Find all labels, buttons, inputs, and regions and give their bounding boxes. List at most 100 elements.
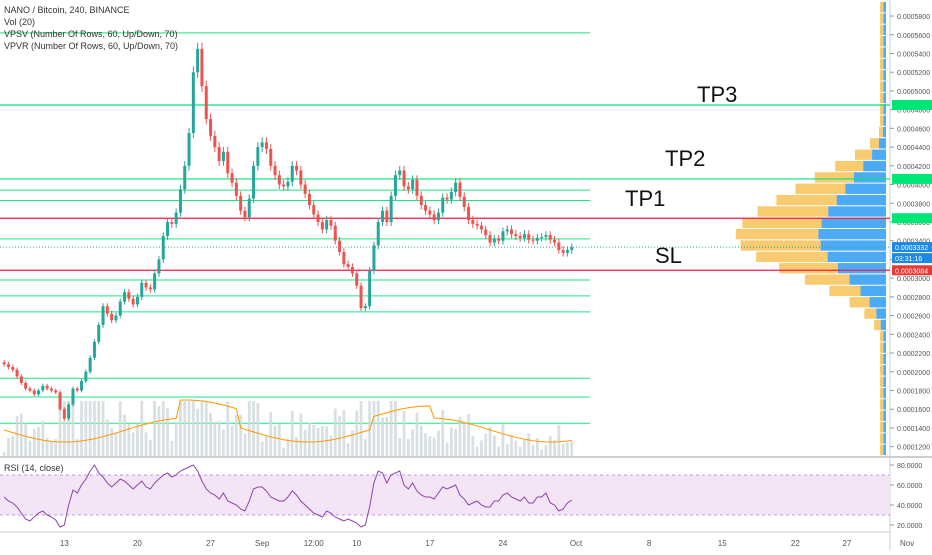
chart-legend: NANO / Bitcoin, 240, BINANCE Vol (20) VP… <box>4 4 178 52</box>
price-axis-label: 0.0004800 <box>897 108 930 115</box>
volume-profile-down-bar <box>804 274 850 285</box>
volume-profile-up-bar <box>836 194 886 206</box>
volume-profile-up-bar <box>883 58 886 70</box>
price-axis-label: 0.0005200 <box>897 70 930 77</box>
candle-body <box>282 184 286 187</box>
candle-body <box>561 250 565 253</box>
volume-bar <box>363 439 367 456</box>
candle-body <box>6 364 10 368</box>
price-axis-label: 0.0002600 <box>897 314 930 321</box>
volume-indicator-label[interactable]: Vol (20) <box>4 17 36 27</box>
price-axis-label: 0.0004000 <box>897 183 930 190</box>
volume-bar <box>338 415 341 456</box>
volume-profile-up-bar <box>883 2 886 13</box>
rsi-axis-label: 60.0000 <box>897 483 922 490</box>
volume-bar <box>131 432 135 456</box>
volume-profile-down-bar <box>880 353 884 365</box>
volume-profile-up-bar <box>883 399 886 410</box>
volume-bar <box>80 401 83 456</box>
volume-bar <box>471 436 475 456</box>
volume-bar <box>376 401 380 456</box>
volume-bar <box>449 427 453 456</box>
rsi-band-background <box>0 475 890 515</box>
volume-profile-up-bar <box>883 387 886 399</box>
candle-body <box>368 270 372 307</box>
volume-profile-up-bar <box>883 47 886 58</box>
tp3-label: TP3 <box>697 82 737 107</box>
volume-bar <box>67 401 71 456</box>
price-axis-label: 0.0005600 <box>897 33 930 40</box>
volume-bar <box>256 403 260 456</box>
volume-bar <box>290 411 294 456</box>
candle-body <box>385 210 389 222</box>
candle-body <box>329 220 333 226</box>
candle-body <box>531 239 535 241</box>
candle-body <box>161 236 165 260</box>
candle-body <box>114 315 118 321</box>
candle-body <box>514 234 518 237</box>
candle-body <box>200 48 204 87</box>
volume-bar <box>424 433 427 456</box>
volume-profile-up-bar <box>869 297 886 308</box>
candle-body <box>286 181 290 187</box>
candle-body <box>428 210 432 215</box>
candle-body <box>570 247 574 251</box>
candle-body <box>123 292 127 302</box>
vpvr-indicator-label[interactable]: VPVR (Number Of Rows, 60, Up/Down, 70) <box>4 41 179 51</box>
price-axis-label: 0.0005400 <box>897 51 930 58</box>
rsi-indicator-label[interactable]: RSI (14, close) <box>4 463 64 473</box>
vpsv-indicator-label[interactable]: VPSV (Number Of Rows, 60, Up/Down, 70) <box>4 29 178 39</box>
volume-bar <box>488 426 492 456</box>
candle-body <box>196 48 200 73</box>
volume-profile-up-bar <box>827 251 886 263</box>
volume-profile-down-bar <box>880 376 884 387</box>
volume-bar <box>93 401 96 456</box>
volume-bar <box>406 439 410 456</box>
volume-bar <box>179 401 182 456</box>
price-badge <box>892 242 932 253</box>
volume-bar <box>2 452 6 456</box>
candle-body <box>28 388 32 391</box>
candle-body <box>234 182 238 196</box>
volume-bar <box>15 416 19 456</box>
price-badge-label: 0.0003084 <box>895 268 928 275</box>
candle-body <box>411 179 415 190</box>
time-axis-label: 27 <box>842 539 851 548</box>
volume-bar <box>75 439 79 456</box>
volume-bar <box>454 429 458 456</box>
volume-profile-down-bar <box>756 251 828 263</box>
volume-profile-up-bar <box>818 229 886 240</box>
candle-body <box>381 210 385 222</box>
price-axis-label: 0.0002400 <box>897 332 930 339</box>
time-axis-label: Oct <box>570 539 583 548</box>
price-axis-label: 0.0004400 <box>897 145 930 152</box>
volume-bar <box>561 443 565 456</box>
volume-profile-down-bar <box>880 444 884 455</box>
volume-profile-up-bar <box>883 410 886 421</box>
price-axis-label: 0.0005800 <box>897 14 930 21</box>
volume-bar <box>548 435 552 456</box>
volume-bar <box>157 406 161 456</box>
symbol-title[interactable]: NANO / Bitcoin, 240, BINANCE <box>4 5 130 15</box>
volume-profile-down-bar <box>880 58 884 70</box>
candle-body <box>389 195 393 222</box>
candle-body <box>71 388 75 405</box>
candle-body <box>492 238 496 243</box>
volume-bar <box>226 401 230 456</box>
volume-bar <box>394 401 397 456</box>
candle-body <box>372 245 376 271</box>
candle-body <box>522 234 526 238</box>
candle-body <box>62 409 66 419</box>
volume-profile <box>735 2 886 455</box>
candle-body <box>58 392 62 410</box>
candle-body <box>544 235 548 237</box>
time-axis-label: 17 <box>425 539 434 548</box>
price-badge-label: 0.0003332 <box>895 245 928 252</box>
candle-body <box>338 240 342 252</box>
candle-body <box>565 250 569 253</box>
candle-body <box>144 282 148 288</box>
candle-body <box>15 369 19 377</box>
candle-body <box>406 186 410 190</box>
volume-bar <box>50 440 53 456</box>
